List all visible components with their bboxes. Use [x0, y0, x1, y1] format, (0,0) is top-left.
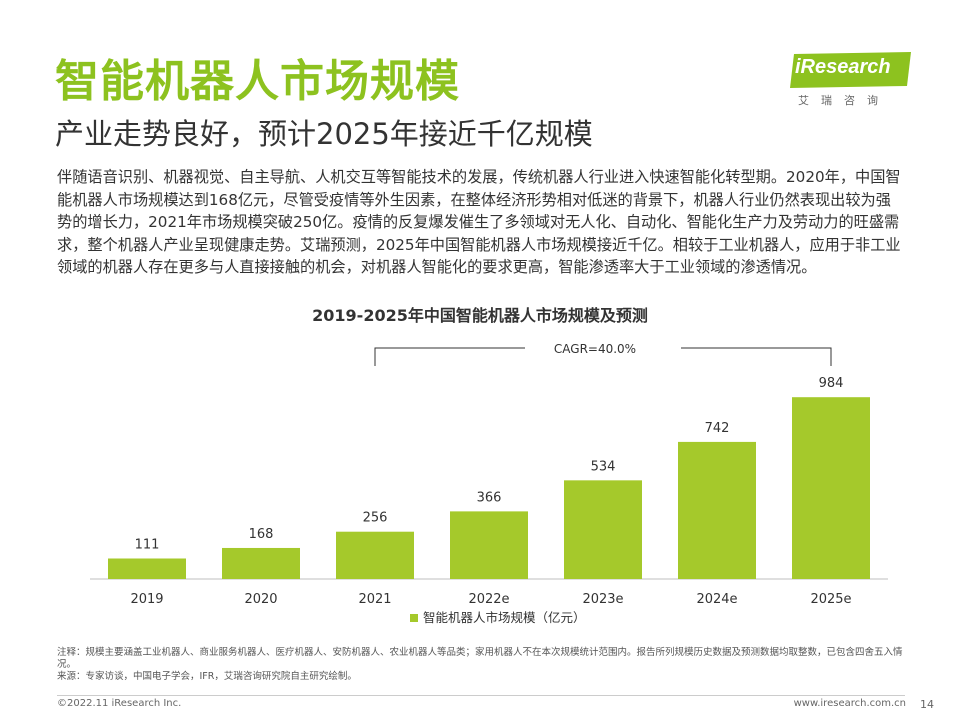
- x-tick-label-2022e: 2022e: [468, 592, 509, 607]
- data-label-2022e: 366: [477, 490, 502, 505]
- x-tick-label-2019: 2019: [130, 592, 163, 607]
- page-title: 智能机器人市场规模: [55, 56, 460, 107]
- logo-cn-text: 艾瑞咨询: [798, 94, 890, 107]
- page-number: 14: [920, 698, 934, 711]
- data-label-2025e: 984: [819, 376, 844, 391]
- cagr-annotation: CAGR=40.0%: [554, 342, 636, 356]
- x-tick-label-2023e: 2023e: [582, 592, 623, 607]
- data-label-2023e: 534: [591, 459, 616, 474]
- x-tick-label-2025e: 2025e: [810, 592, 851, 607]
- data-label-2020: 168: [249, 527, 274, 542]
- chart-title: 2019-2025年中国智能机器人市场规模及预测: [312, 306, 648, 325]
- bar-chart: 111 2019 168 2020 256 2021 366 2022e 534 2023e 742…: [90, 342, 888, 625]
- bar-2019: [108, 558, 186, 579]
- footnotes: 注释：规模主要涵盖工业机器人、商业服务机器人、医疗机器人、安防机器人、农业机器人…: [57, 647, 907, 683]
- cagr-bracket-left: [374, 347, 525, 366]
- bar-2021: [336, 531, 414, 579]
- logo-text: iResearch: [795, 56, 891, 78]
- footer-divider: [57, 695, 905, 696]
- legend-label: 智能机器人市场规模（亿元）: [423, 610, 586, 625]
- intro-paragraph: 伴随语音识别、机器视觉、自主导航、人机交互等智能技术的发展，传统机器人行业进入快…: [57, 168, 901, 276]
- bar-2023e: [564, 480, 642, 579]
- page-subtitle: 产业走势良好，预计2025年接近千亿规模: [55, 117, 593, 151]
- x-tick-label-2020: 2020: [244, 592, 277, 607]
- cagr-bracket-right: [681, 347, 832, 366]
- bar-2022e: [450, 511, 528, 579]
- data-label-2019: 111: [135, 537, 160, 552]
- iresearch-logo: iResearch 艾瑞咨询: [790, 52, 915, 110]
- bar-2024e: [678, 441, 756, 579]
- bar-2025e: [792, 397, 870, 579]
- logo-badge-icon: [790, 52, 911, 88]
- data-label-2021: 256: [363, 511, 388, 526]
- x-tick-label-2024e: 2024e: [696, 592, 737, 607]
- legend-swatch: [410, 614, 418, 622]
- data-label-2024e: 742: [705, 421, 730, 436]
- footnote-note: 注释：规模主要涵盖工业机器人、商业服务机器人、医疗机器人、安防机器人、农业机器人…: [57, 647, 903, 670]
- footer-url: www.iresearch.com.cn: [793, 698, 906, 709]
- bar-2020: [222, 547, 300, 579]
- footer-copyright: ©2022.11 iResearch Inc.: [57, 698, 182, 709]
- footnote-source: 来源：专家访谈，中国电子学会，IFR，艾瑞咨询研究院自主研究绘制。: [57, 671, 357, 682]
- x-tick-label-2021: 2021: [358, 592, 391, 607]
